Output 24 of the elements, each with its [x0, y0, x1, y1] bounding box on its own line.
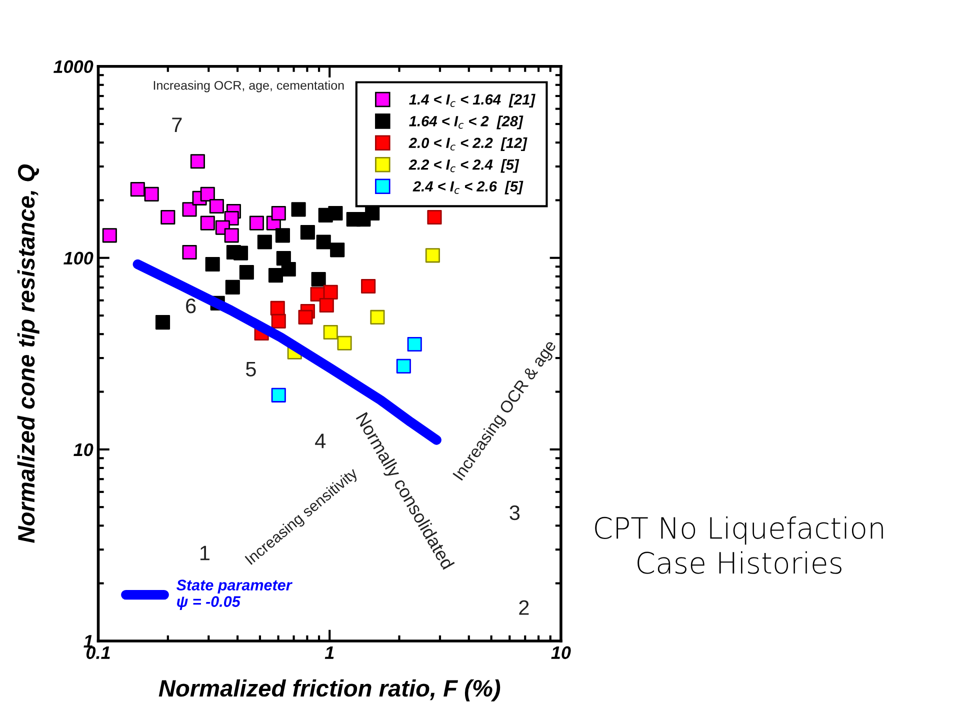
annotation: 4 — [315, 434, 326, 448]
annotation: Increasing OCR, age, cementation — [154, 80, 344, 92]
legend-label: 2.2 < I$_{c}$ < 2.4 [5] — [408, 159, 520, 173]
text: CPT No Liquefaction Case Histories — [595, 516, 883, 574]
annotation: 3 — [510, 505, 520, 520]
legend-label: 2.4 < I$_{c}$ < 2.6 [5] — [412, 180, 524, 194]
y-axis-title: Normalized cone tip resistance, Q — [17, 164, 40, 543]
annotation: 1 — [200, 546, 210, 560]
y-tick-label: 1 — [84, 635, 92, 648]
annotation: 2 — [519, 600, 529, 615]
annotation: 5 — [246, 362, 256, 376]
legend-label: 2.0 < I$_{c}$ < 2.2 [12] — [408, 137, 528, 151]
x-tick-label: 0.1 — [86, 646, 110, 660]
x-axis-title: Normalized friction ratio, F (%) — [158, 679, 500, 702]
y-tick-label: 100 — [64, 252, 94, 265]
legend-label: 1.4 < I$_{c}$ < 1.64 [21] — [409, 94, 536, 108]
annotation: 7 — [172, 118, 182, 132]
legend-label: State parameter ψ = -0.05 — [176, 580, 292, 610]
x-tick-label: 10 — [551, 646, 571, 660]
y-tick-label: 1000 — [54, 60, 94, 74]
x-tick-label: 1 — [324, 646, 334, 659]
legend-label: 1.64 < I$_{c}$ < 2 [28] — [409, 116, 524, 130]
annotation: 6 — [186, 298, 196, 314]
y-tick-label: 10 — [74, 443, 94, 456]
